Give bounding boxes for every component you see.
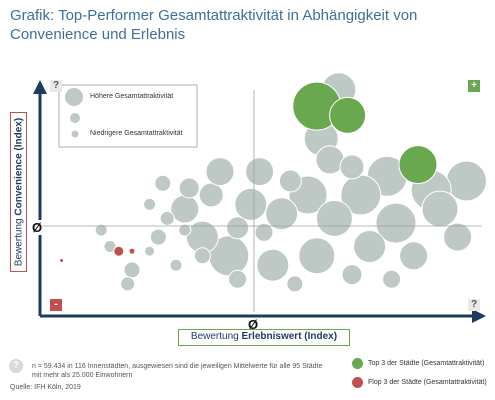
x-mean-symbol: Ø [248, 317, 259, 332]
size-legend-medium-bubble [70, 113, 80, 123]
flop-city-bubble [113, 245, 125, 257]
other-city-bubble [315, 145, 345, 175]
y-axis-arrowhead [33, 80, 47, 94]
other-city-bubble [382, 269, 402, 289]
flop-city-bubble [59, 258, 65, 263]
other-city-bubble [245, 157, 275, 187]
other-city-bubble [443, 222, 473, 252]
other-city-bubble [120, 276, 136, 292]
y-axis-label: Bewertung Convenience (Index) [13, 118, 24, 266]
help-icon: ? [9, 359, 23, 373]
other-city-bubble [178, 223, 192, 237]
other-city-bubble [228, 269, 248, 289]
other-city-bubble [399, 241, 429, 271]
legend-item-flop: Flop 3 der Städte (Gesamtattraktivität) [352, 375, 487, 390]
flop-city-bubble [128, 247, 136, 255]
x-axis-label-bold: Erlebniswert (Index) [241, 331, 338, 342]
source-text: Quelle: IFH Köln, 2019 [10, 384, 81, 391]
footnote-text: n = 59.434 in 116 Innenstädten, ausgewie… [32, 363, 323, 379]
bubble-layer [59, 72, 487, 293]
y-axis-label-prefix: Bewertung [13, 215, 24, 267]
other-city-bubble [254, 222, 274, 242]
top-city-bubble [329, 96, 367, 134]
other-city-bubble [339, 154, 365, 180]
other-city-bubble [205, 157, 235, 187]
axes [33, 80, 486, 323]
corner-bottom-left: - [50, 299, 62, 311]
corner-top-left: ? [50, 80, 62, 92]
other-city-bubble [170, 194, 200, 224]
color-legend: Top 3 der Städte (Gesamtattraktivität) F… [352, 356, 487, 394]
other-city-bubble [375, 202, 417, 244]
size-legend-high-label: Höhere Gesamtattraktivität [90, 93, 174, 100]
y-axis-label-bold: Convenience (Index) [13, 117, 24, 216]
other-city-bubble [226, 216, 250, 240]
other-city-bubble [169, 258, 183, 272]
other-city-bubble [234, 187, 268, 221]
other-city-bubble [286, 275, 304, 293]
corner-bottom-right: ? [468, 299, 480, 311]
other-city-bubble [149, 228, 167, 246]
other-city-bubble [256, 248, 290, 282]
other-city-bubble [154, 174, 172, 192]
x-axis-arrowhead [472, 309, 486, 323]
other-city-bubble [278, 169, 302, 193]
size-legend-large-bubble [65, 88, 83, 106]
quadrant-lines [40, 90, 482, 312]
flop-legend-dot [352, 377, 363, 388]
top-city-bubble [398, 145, 438, 185]
chart-title: Grafik: Top-Performer Gesamtattraktivitä… [10, 7, 418, 43]
top-legend-label: Top 3 der Städte (Gesamtattraktivität) [368, 360, 485, 367]
size-legend-small-bubble [71, 130, 79, 138]
corner-top-right: + [468, 80, 480, 92]
other-city-bubble [353, 230, 387, 263]
legend-item-top: Top 3 der Städte (Gesamtattraktivität) [352, 356, 487, 371]
other-city-bubble [298, 237, 336, 275]
y-axis-label-box: Bewertung Convenience (Index) [10, 112, 27, 272]
other-city-bubble [159, 210, 175, 226]
other-city-bubble [341, 264, 363, 286]
other-city-bubble [198, 182, 224, 208]
other-city-bubble [315, 199, 353, 237]
other-city-bubble [265, 197, 299, 231]
other-city-bubble [421, 190, 459, 228]
flop-legend-label: Flop 3 der Städte (Gesamtattraktivität) [368, 379, 487, 386]
y-mean-symbol: Ø [32, 220, 43, 235]
size-legend-box [58, 84, 198, 148]
other-city-bubble [143, 197, 157, 211]
x-axis-label-box: Bewertung Erlebniswert (Index) [178, 329, 350, 346]
other-city-bubble [193, 247, 211, 265]
other-city-bubble [178, 177, 200, 199]
x-axis-label-prefix: Bewertung [190, 331, 242, 342]
other-city-bubble [123, 261, 141, 279]
top-legend-dot [352, 358, 363, 369]
other-city-bubble [144, 245, 156, 257]
other-city-bubble [445, 160, 487, 202]
other-city-bubble [94, 223, 108, 237]
size-legend-low-label: Niedrigere Gesamtattraktivität [90, 130, 183, 137]
